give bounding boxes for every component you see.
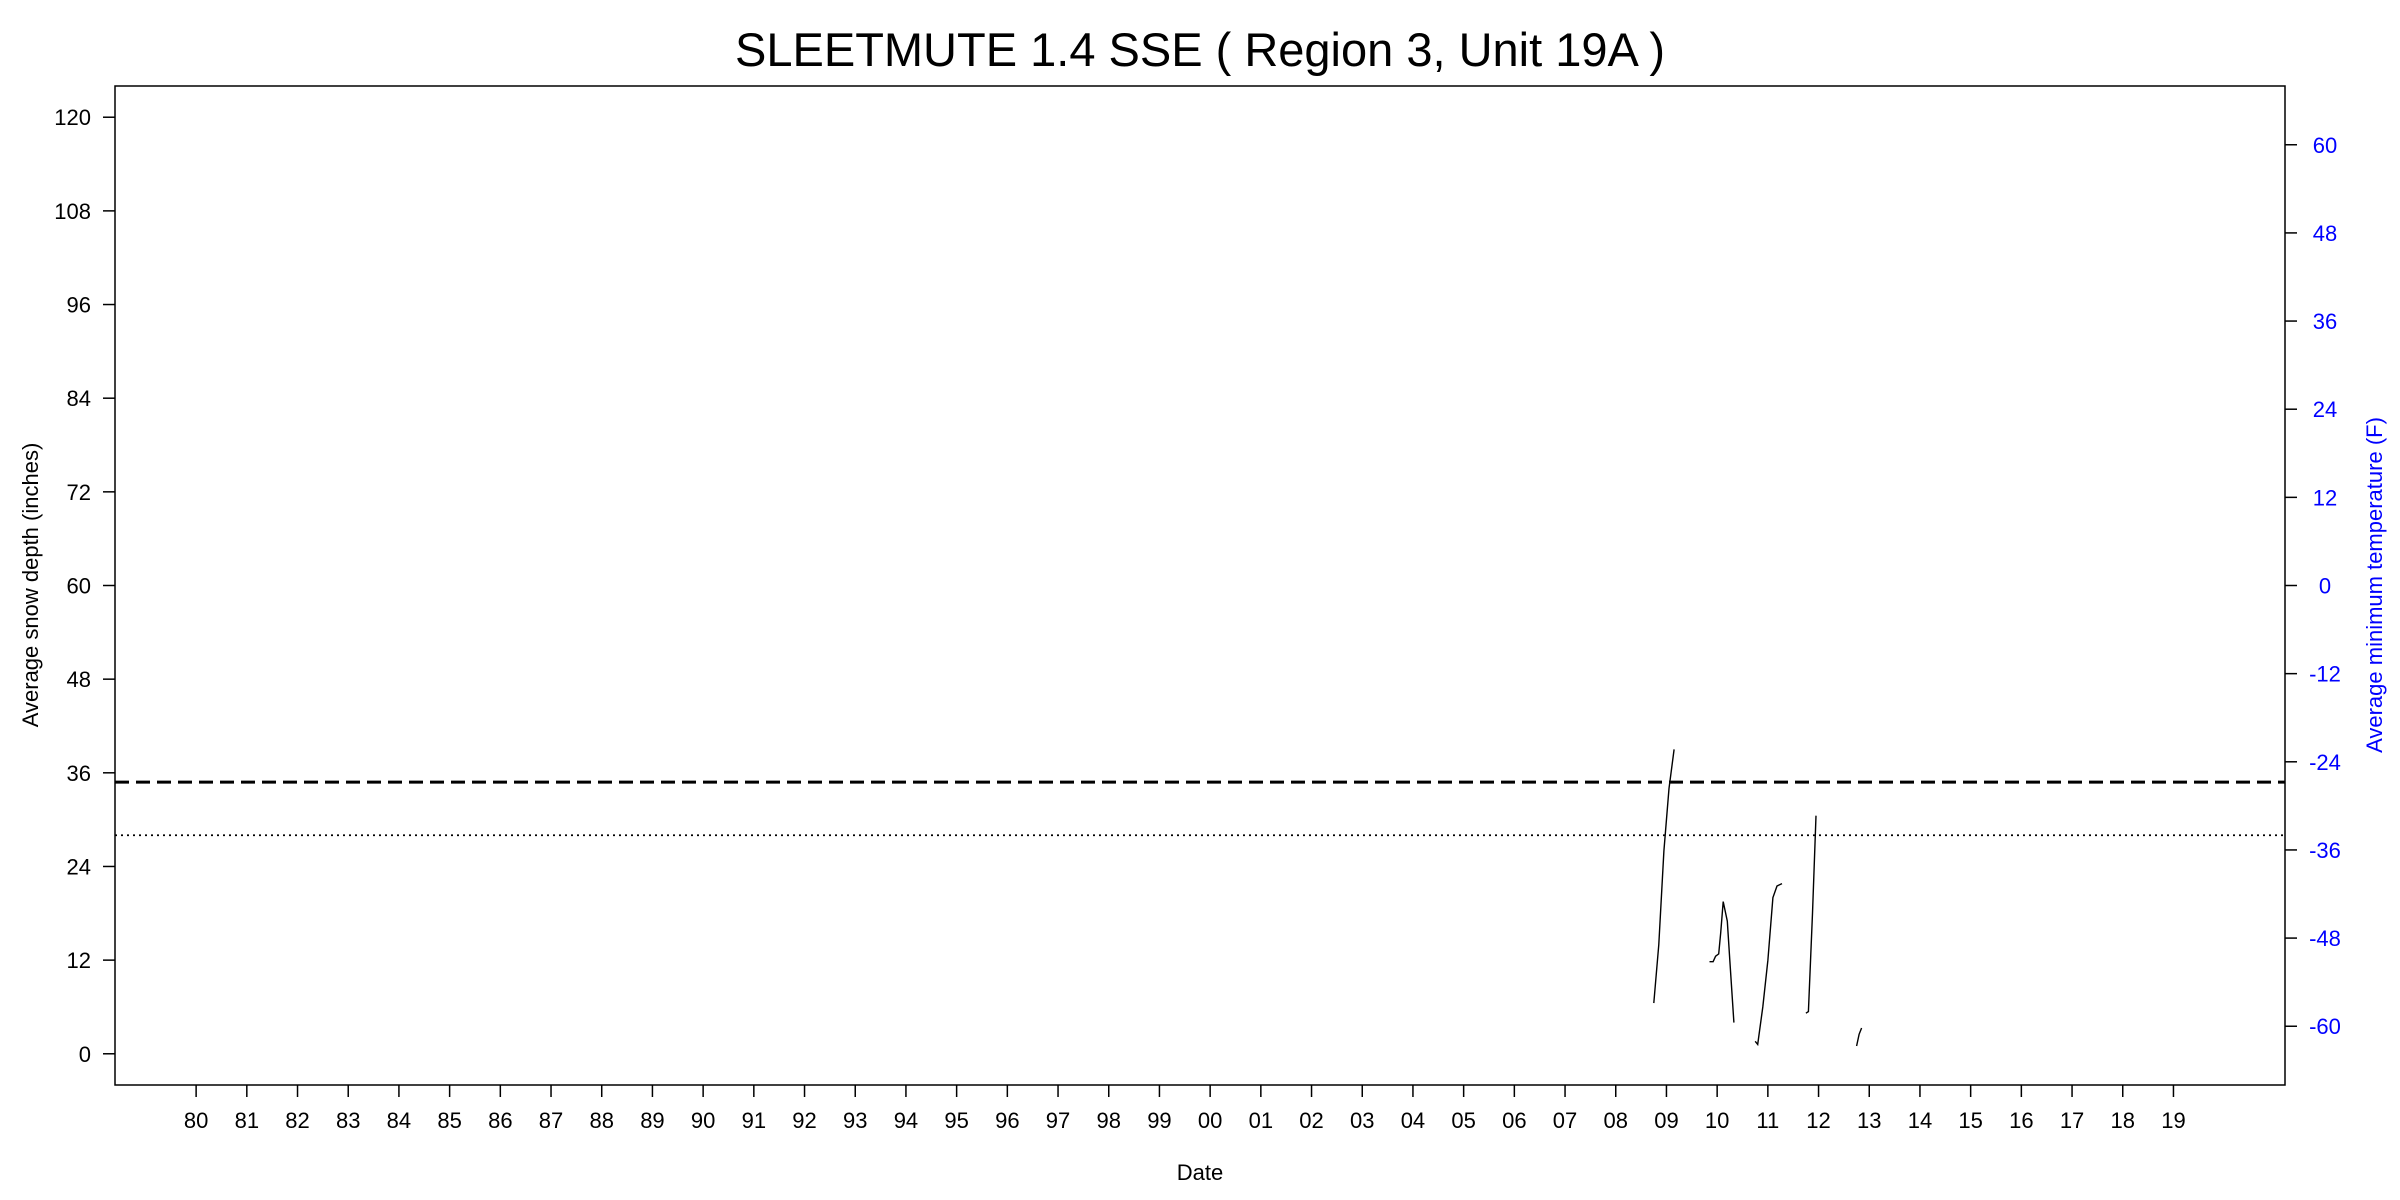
x-tick-label: 02	[1299, 1108, 1323, 1133]
y2-axis-label: Average minimum temperature (F)	[2362, 417, 2387, 753]
plot-frame	[114, 85, 2286, 1086]
y2-tick-label: -24	[2309, 750, 2341, 775]
y2-tick-label: 60	[2313, 133, 2337, 158]
y2-tick-label: -36	[2309, 838, 2341, 863]
x-tick-label: 85	[437, 1108, 461, 1133]
y2-tick-label: -12	[2309, 662, 2341, 687]
x-tick-label: 91	[742, 1108, 766, 1133]
x-tick-label: 92	[792, 1108, 816, 1133]
y-tick-label: 24	[67, 854, 91, 879]
y-tick-label: 108	[54, 199, 91, 224]
x-tick-label: 89	[640, 1108, 664, 1133]
x-tick-label: 13	[1857, 1108, 1881, 1133]
x-tick-label: 98	[1096, 1108, 1120, 1133]
reference-lines	[115, 780, 2285, 837]
snow-depth-series-line	[1855, 1027, 1863, 1047]
x-tick-label: 15	[1958, 1108, 1982, 1133]
y-tick-label: 12	[67, 948, 91, 973]
x-tick-label: 00	[1198, 1108, 1222, 1133]
x-tick-label: 08	[1604, 1108, 1628, 1133]
y-tick-label: 84	[67, 386, 91, 411]
x-tick-label: 97	[1046, 1108, 1070, 1133]
x-tick-label: 03	[1350, 1108, 1374, 1133]
y-tick-label: 36	[67, 761, 91, 786]
y-tick-label: 60	[67, 574, 91, 599]
x-axis-label: Date	[1177, 1160, 1223, 1185]
x-tick-label: 01	[1249, 1108, 1273, 1133]
y2-tick-label: 36	[2313, 309, 2337, 334]
y-axis-label: Average snow depth (inches)	[18, 443, 43, 728]
snow-depth-series-line	[1653, 749, 1675, 1004]
left-axis: 0 12 24 36 48 60 72 84 96 108 120	[54, 105, 115, 1067]
y-tick-label: 96	[67, 293, 91, 318]
y2-tick-label: 0	[2319, 574, 2331, 599]
y-tick-label: 48	[67, 667, 91, 692]
x-tick-label: 17	[2060, 1108, 2084, 1133]
x-tick-label: 06	[1502, 1108, 1526, 1133]
y-tick-label: 120	[54, 105, 91, 130]
x-axis: 80 81 82 83 84 85 86 87 88 89 90 91 92 93 94 95 96 97 98 99…	[184, 1085, 2186, 1133]
x-tick-label: 82	[285, 1108, 309, 1133]
x-tick-label: 07	[1553, 1108, 1577, 1133]
snow-depth-series-line	[1805, 815, 1817, 1014]
y2-tick-label: 48	[2313, 221, 2337, 246]
x-tick-label: 94	[894, 1108, 918, 1133]
y2-tick-label: 24	[2313, 397, 2337, 422]
x-tick-label: 04	[1401, 1108, 1425, 1133]
series-layer	[1653, 749, 1863, 1047]
y-tick-label: 72	[67, 480, 91, 505]
x-tick-label: 87	[539, 1108, 563, 1133]
x-tick-label: 14	[1908, 1108, 1932, 1133]
snow-depth-series-line	[1754, 882, 1783, 1047]
x-tick-label: 09	[1654, 1108, 1678, 1133]
x-tick-label: 93	[843, 1108, 867, 1133]
x-tick-label: 83	[336, 1108, 360, 1133]
x-tick-label: 18	[2111, 1108, 2135, 1133]
x-tick-label: 16	[2009, 1108, 2033, 1133]
x-tick-label: 05	[1451, 1108, 1475, 1133]
x-tick-label: 96	[995, 1108, 1019, 1133]
x-tick-label: 19	[2161, 1108, 2185, 1133]
y-tick-label: 0	[79, 1042, 91, 1067]
y2-tick-label: -60	[2309, 1014, 2341, 1039]
snow-depth-series-line	[1709, 901, 1735, 1023]
x-tick-label: 10	[1705, 1108, 1729, 1133]
chart-title: SLEETMUTE 1.4 SSE ( Region 3, Unit 19A )	[735, 23, 1665, 76]
x-tick-label: 12	[1806, 1108, 1830, 1133]
right-axis: -60 -48 -36 -24 -12 0 12 24 36 48 60	[2285, 133, 2341, 1039]
y2-tick-label: -48	[2309, 926, 2341, 951]
x-tick-label: 99	[1147, 1108, 1171, 1133]
x-tick-label: 84	[387, 1108, 411, 1133]
x-tick-label: 90	[691, 1108, 715, 1133]
x-tick-label: 80	[184, 1108, 208, 1133]
x-tick-label: 81	[235, 1108, 259, 1133]
x-tick-label: 95	[944, 1108, 968, 1133]
x-tick-label: 86	[488, 1108, 512, 1133]
x-tick-label: 88	[589, 1108, 613, 1133]
x-tick-label: 11	[1756, 1108, 1779, 1133]
y2-tick-label: 12	[2313, 485, 2337, 510]
